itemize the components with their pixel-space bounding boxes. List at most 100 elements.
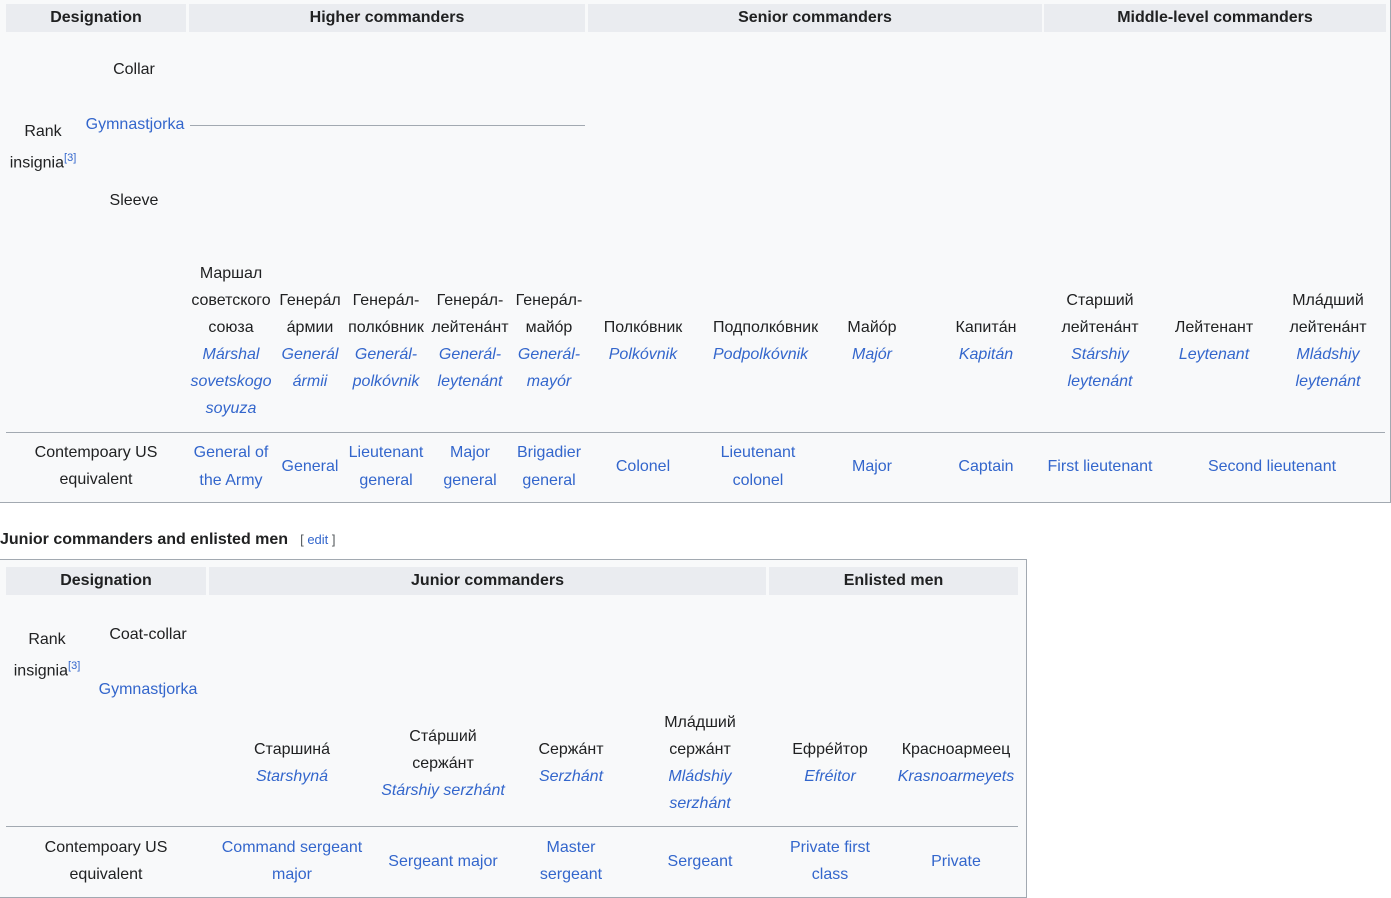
rank2-translit-3-3[interactable]: serzhánt <box>669 795 731 812</box>
rank-name-4-1: майóр <box>525 319 573 336</box>
us-equiv-10[interactable]: Second lieutenant <box>1207 458 1337 475</box>
rank-insignia2-label: Rank insignia[3] <box>8 626 86 684</box>
rank-translit-6-1[interactable]: Podpolkóvnik <box>713 346 809 363</box>
rank-name-1-0: Генерáл <box>279 292 341 309</box>
rank2-translit-0-1[interactable]: Starshyná <box>255 768 329 785</box>
rank-name-5-0: Полкóвник <box>603 319 683 336</box>
rank-translit-8-1[interactable]: Kapitán <box>958 346 1014 363</box>
rank2-translit-5-1[interactable]: Krasnoarmeyets <box>897 768 1015 785</box>
us2-equiv-1[interactable]: Sergeant major <box>388 853 498 870</box>
rank-name-1-1: áрмии <box>286 319 334 336</box>
rank-name-9-1: лейтенáнт <box>1061 319 1139 336</box>
rank-translit-1-2[interactable]: Generál <box>281 346 339 363</box>
us-equiv-6-b[interactable]: colonel <box>732 472 784 489</box>
rank2-name-0-0: Старшинá <box>253 741 330 758</box>
header-senior-commanders: Senior commanders <box>588 4 1042 32</box>
rank2-translit-1-2[interactable]: Stárshiy serzhánt <box>381 782 505 799</box>
gym-divider <box>190 125 585 126</box>
rank-translit-0-5[interactable]: soyuza <box>205 400 257 417</box>
us-equiv-6-a[interactable]: Lieutenant <box>720 444 796 461</box>
coat-collar-label: Coat-collar <box>109 626 187 643</box>
us-equiv-1[interactable]: General <box>281 458 339 475</box>
rank-translit-3-3[interactable]: leytenánt <box>437 373 503 390</box>
us2-equiv-4-b[interactable]: class <box>811 866 849 883</box>
rank-name-2-0: Генерáл- <box>352 292 420 309</box>
header-middle-commanders: Middle-level commanders <box>1044 4 1386 32</box>
rank-insignia2-text: Rank insignia <box>13 631 69 680</box>
rank-translit-3-2[interactable]: Generál- <box>438 346 502 363</box>
rank2-name-1-1: сержáнт <box>412 755 474 772</box>
rank-name-0-0: Маршал <box>199 265 263 282</box>
rank-name-0-1: советского <box>191 292 271 309</box>
header2-enlisted-men: Enlisted men <box>769 567 1018 595</box>
gymnastjorka-link[interactable]: Gymnastjorka <box>85 116 185 133</box>
rank-translit-11-2[interactable]: Mládshiy <box>1296 346 1360 363</box>
rank-translit-4-3[interactable]: mayór <box>526 373 572 390</box>
us2-equiv-2-b[interactable]: sergeant <box>539 866 603 883</box>
rank-translit-0-4[interactable]: sovetskogo <box>190 373 272 390</box>
us-equiv-4-b[interactable]: general <box>522 472 576 489</box>
us-equiv-3-b[interactable]: general <box>443 472 497 489</box>
us-equiv-0-a[interactable]: General of <box>193 444 269 461</box>
rank-insignia-label: Rank insignia[3] <box>4 118 82 176</box>
footnote-link[interactable]: [3] <box>64 152 77 164</box>
rank-translit-9-2[interactable]: Stárshiy <box>1071 346 1129 363</box>
rank-name-6-0: Подполкóвник <box>713 319 819 336</box>
rank2-name-5-0: Красноармеец <box>901 741 1011 758</box>
us-equiv-2-b[interactable]: general <box>359 472 413 489</box>
ranks-table-commanders: Designation Higher commanders Senior com… <box>0 0 1391 503</box>
edit-link[interactable]: edit <box>307 532 329 547</box>
rank-name-9-0: Старший <box>1066 292 1134 309</box>
sleeve-label: Sleeve <box>109 192 159 209</box>
us2-equiv-4-a[interactable]: Private first <box>789 839 870 856</box>
rank-name-10-0: Лейтенант <box>1174 319 1254 336</box>
us-equivalent-label: Contempoary US equivalent <box>34 444 158 488</box>
rank2-name-3-0: Млáдший <box>664 714 736 731</box>
us2-equiv-3[interactable]: Sergeant <box>667 853 733 870</box>
us-equiv-5[interactable]: Colonel <box>615 458 671 475</box>
rank-name-3-0: Генерáл- <box>436 292 504 309</box>
rank-translit-10-1[interactable]: Leytenant <box>1178 346 1250 363</box>
us-equiv-3-a[interactable]: Major <box>449 444 490 461</box>
rank-translit-11-3[interactable]: leytenánt <box>1295 373 1361 390</box>
us2-equiv-5[interactable]: Private <box>931 853 981 870</box>
rank2-translit-4-1[interactable]: Efréitor <box>804 768 856 785</box>
us2-divider <box>6 826 1018 827</box>
us-equiv-9[interactable]: First lieutenant <box>1047 458 1153 475</box>
us-divider <box>6 432 1385 433</box>
us2-equiv-0-b[interactable]: major <box>271 866 312 883</box>
rank-name-7-0: Майóр <box>847 319 897 336</box>
rank2-name-2-0: Сержáнт <box>538 741 604 758</box>
rank2-translit-3-2[interactable]: Mládshiy <box>668 768 732 785</box>
us-equiv-7[interactable]: Major <box>851 458 892 475</box>
rank-translit-2-3[interactable]: polkóvnik <box>352 373 420 390</box>
section-title: Junior commanders and enlisted men <box>0 531 289 548</box>
us-equiv-4-a[interactable]: Brigadier <box>516 444 582 461</box>
rank2-translit-2-1[interactable]: Serzhánt <box>538 768 604 785</box>
rank-name-0-2: союза <box>208 319 254 336</box>
gymnastjorka2-link[interactable]: Gymnastjorka <box>98 681 198 698</box>
us2-equiv-2-a[interactable]: Master <box>546 839 596 856</box>
us-equiv-8[interactable]: Captain <box>958 458 1014 475</box>
rank-translit-7-1[interactable]: Majór <box>851 346 892 363</box>
rank2-name-4-0: Ефрéйтор <box>792 741 868 758</box>
rank-translit-0-3[interactable]: Márshal <box>202 346 260 363</box>
rank-translit-9-3[interactable]: leytenánt <box>1067 373 1133 390</box>
rank-translit-4-2[interactable]: Generál- <box>517 346 581 363</box>
us-equiv-2-a[interactable]: Lieutenant <box>348 444 424 461</box>
rank-translit-5-1[interactable]: Polkóvnik <box>608 346 678 363</box>
us2-equiv-0-a[interactable]: Command sergeant <box>221 839 363 856</box>
ranks-table-junior: Designation Junior commanders Enlisted m… <box>0 559 1027 898</box>
rank-translit-2-2[interactable]: Generál- <box>354 346 418 363</box>
rank-translit-1-3[interactable]: ármii <box>292 373 328 390</box>
rank-name-3-1: лейтенáнт <box>431 319 509 336</box>
rank-name-2-1: полкóвник <box>348 319 424 336</box>
footnote2-link[interactable]: [3] <box>68 660 81 672</box>
rank-name-11-0: Млáдший <box>1292 292 1364 309</box>
us-equiv-0-b[interactable]: the Army <box>199 472 263 489</box>
header-designation: Designation <box>6 4 186 32</box>
header2-junior-commanders: Junior commanders <box>209 567 766 595</box>
rank-name-11-1: лейтенáнт <box>1289 319 1367 336</box>
rank-name-8-0: Капитáн <box>955 319 1017 336</box>
header-higher-commanders: Higher commanders <box>189 4 585 32</box>
